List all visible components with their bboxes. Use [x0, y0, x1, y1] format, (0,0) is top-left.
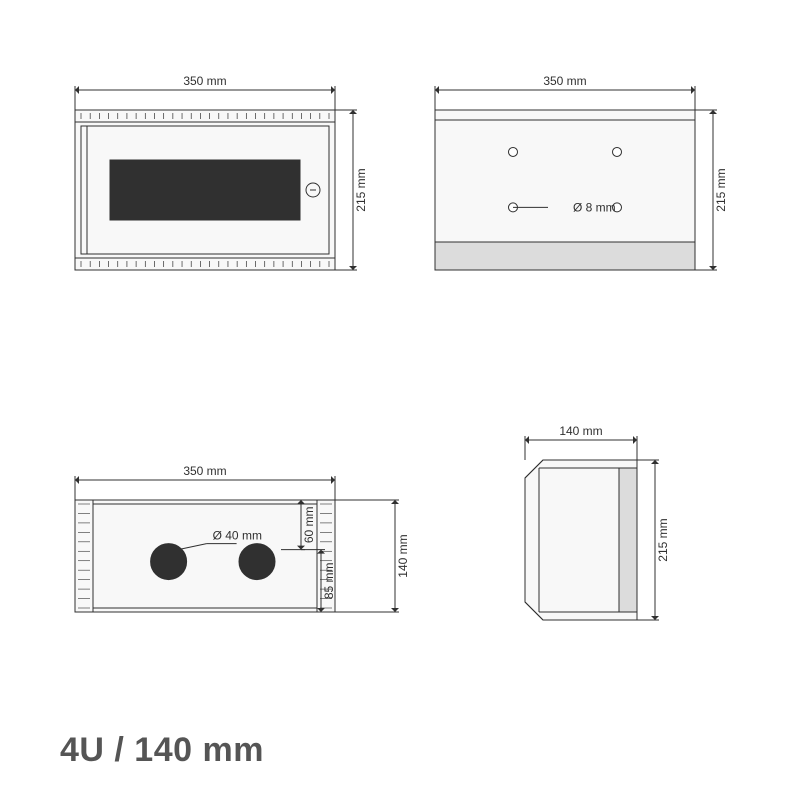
product-title: 4U / 140 mm [60, 731, 264, 770]
top-view: Ø 40 mm 60 mm 85 mm 350 mm 140 mm [75, 464, 410, 612]
svg-text:Ø 40 mm: Ø 40 mm [213, 529, 262, 543]
side-view: 140 mm 215 mm [525, 424, 670, 620]
svg-text:215 mm: 215 mm [656, 518, 670, 561]
svg-text:350 mm: 350 mm [543, 74, 586, 88]
back-view: Ø 8 mm 350 mm 215 mm [435, 74, 728, 270]
svg-text:215 mm: 215 mm [354, 168, 368, 211]
svg-text:Ø 8 mm: Ø 8 mm [573, 200, 616, 214]
svg-text:350 mm: 350 mm [183, 74, 226, 88]
svg-text:140 mm: 140 mm [396, 534, 410, 577]
svg-text:60 mm: 60 mm [302, 506, 316, 543]
svg-text:215 mm: 215 mm [714, 168, 728, 211]
svg-text:140 mm: 140 mm [559, 424, 602, 438]
svg-text:85 mm: 85 mm [322, 562, 336, 599]
svg-text:350 mm: 350 mm [183, 464, 226, 478]
front-view: 350 mm 215 mm [75, 74, 368, 270]
technical-drawing: 350 mm 215 mm Ø 8 mm 350 mm 215 mm Ø 40 mm 60 … [0, 0, 800, 800]
